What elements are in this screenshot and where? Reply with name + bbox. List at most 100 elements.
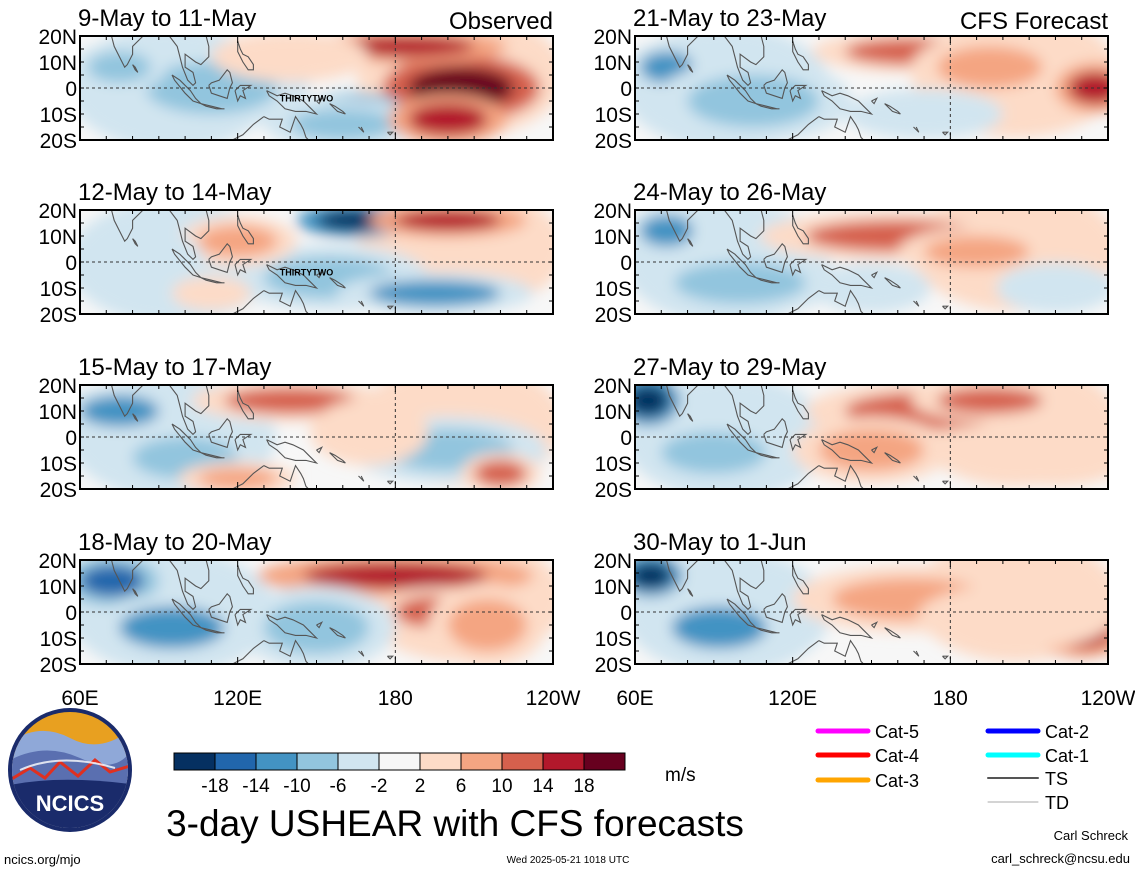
lat-label: 20N <box>593 375 632 398</box>
shear-field <box>303 562 488 589</box>
shear-field <box>635 562 672 589</box>
footer-timestamp: Wed 2025-05-21 1018 UTC <box>507 855 630 866</box>
coastline <box>132 238 139 247</box>
shear-field <box>661 431 767 474</box>
coastline <box>821 439 874 465</box>
colorbar-tick: -2 <box>371 776 388 797</box>
coastline <box>789 84 808 103</box>
colorbar-swatch <box>419 752 462 771</box>
coastline <box>723 385 765 436</box>
colorbar: -18 -14 -10 -6 -2 2 6 10 14 18 <box>173 752 626 797</box>
coastline <box>755 627 780 634</box>
coastline <box>913 475 920 482</box>
coastline <box>913 650 920 657</box>
shear-field <box>635 385 670 417</box>
coastline <box>110 560 144 593</box>
coastline <box>687 238 694 247</box>
coastline <box>329 452 346 464</box>
colorbar-tick: 2 <box>415 776 426 797</box>
lat-label: 20N <box>38 26 77 49</box>
shear-field <box>408 103 488 135</box>
coastline <box>132 413 139 422</box>
colorbar-swatch <box>501 752 544 771</box>
shear-field <box>106 241 186 283</box>
coastline <box>168 210 210 261</box>
coastline <box>776 115 865 140</box>
shear-field <box>937 46 1043 88</box>
lon-label: 120E <box>768 687 817 710</box>
coastline <box>387 131 395 136</box>
shear-field <box>185 282 238 304</box>
coastline <box>871 446 879 454</box>
colorbar-swatch <box>378 752 421 771</box>
coastline <box>871 621 879 629</box>
legend-label: TS <box>1045 769 1068 789</box>
lat-label: 20N <box>38 375 77 398</box>
coastline <box>755 277 780 284</box>
shear-field <box>290 108 396 140</box>
shear-field <box>198 225 278 257</box>
lat-label: 20S <box>40 479 77 502</box>
lat-label: 10S <box>40 453 77 476</box>
lat-label: 20S <box>595 304 632 327</box>
coastline <box>942 480 950 485</box>
lon-label: 180 <box>933 687 968 710</box>
coastline <box>200 627 225 634</box>
colorbar-tick: 10 <box>491 776 512 797</box>
shear-field <box>640 215 693 247</box>
shear-field <box>671 606 767 649</box>
lat-label: 10S <box>40 628 77 651</box>
shear-field <box>1068 72 1108 104</box>
coastline <box>884 452 901 464</box>
panel-title: 12-May to 14-May <box>78 179 271 206</box>
colorbar-tick: 6 <box>456 776 467 797</box>
colorbar-swatch <box>255 752 298 771</box>
coastline <box>110 385 144 418</box>
coastline <box>266 90 319 116</box>
coastline <box>665 36 699 69</box>
coastline <box>316 97 324 105</box>
coastline <box>913 126 920 133</box>
coastline <box>200 452 225 459</box>
coastline <box>358 650 365 657</box>
lat-label: 10S <box>40 278 77 301</box>
shear-field <box>937 387 1043 414</box>
colorbar-swatch <box>583 752 626 771</box>
coastline <box>884 103 901 115</box>
lon-axis-right: 60E 120E 180 120W <box>616 687 1135 710</box>
lat-label: 20N <box>38 200 77 223</box>
lat-label: 10N <box>38 401 77 424</box>
forecast-header: CFS Forecast <box>960 8 1108 35</box>
shear-field <box>474 460 527 487</box>
lat-label: 20N <box>38 550 77 573</box>
shear-field <box>447 599 527 651</box>
lat-label: 20N <box>593 200 632 223</box>
lat-label: 20S <box>595 130 632 153</box>
coastline <box>132 64 139 73</box>
coastline <box>821 614 874 640</box>
logo-text: NCICS <box>36 791 104 816</box>
coastline <box>763 68 788 100</box>
coastline <box>789 258 808 277</box>
shear-field <box>395 210 501 231</box>
coastline <box>723 36 765 87</box>
coastline <box>871 97 879 105</box>
coastline <box>316 271 324 279</box>
lon-label: 120W <box>1081 687 1135 710</box>
author-email: carl_schreck@ncsu.edu <box>991 851 1130 866</box>
shear-field <box>950 596 1082 638</box>
shear-field <box>329 411 409 453</box>
panel-title: 24-May to 26-May <box>633 179 826 206</box>
shear-field <box>369 280 501 307</box>
colorbar-tick: -14 <box>242 776 270 797</box>
panel-title: 27-May to 29-May <box>633 354 826 381</box>
coastline <box>763 592 788 624</box>
coastline <box>942 305 950 310</box>
colorbar-tick: 14 <box>532 776 554 797</box>
lat-label: 0 <box>65 78 77 101</box>
legend-label: TD <box>1045 793 1069 813</box>
panel-title: 15-May to 17-May <box>78 354 271 381</box>
